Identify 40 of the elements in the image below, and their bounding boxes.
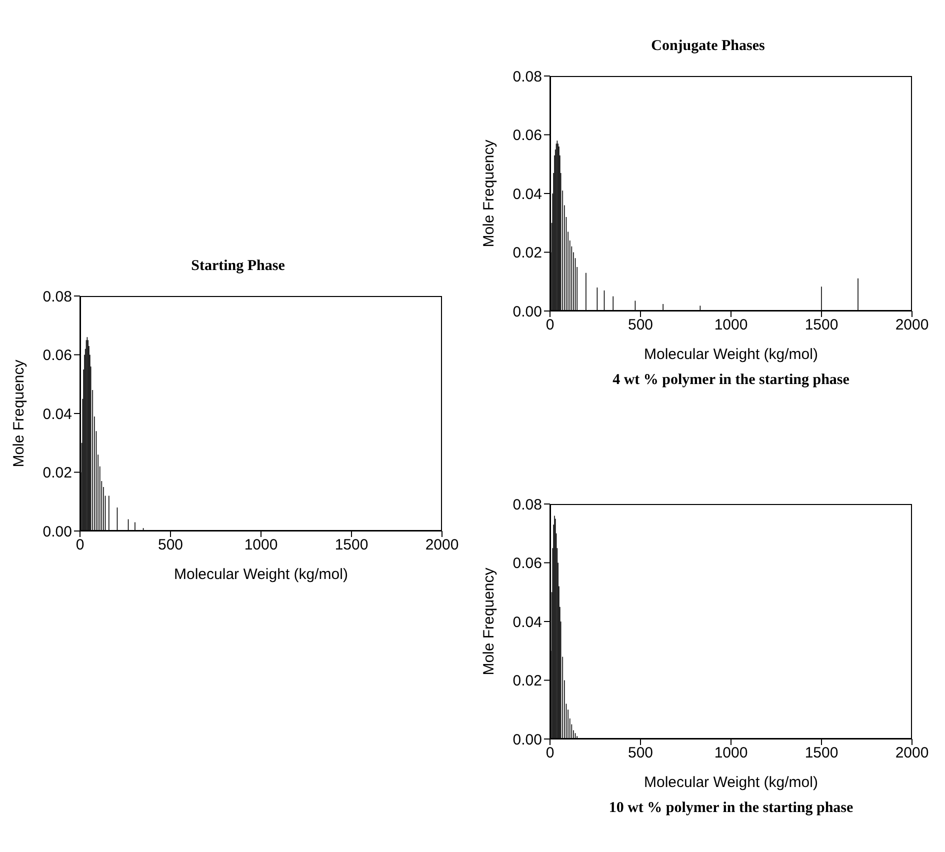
y-tick-label: 0.04 xyxy=(512,186,542,203)
y-axis-title: Mole Frequency xyxy=(480,567,498,676)
y-tick-label: 0.06 xyxy=(42,347,72,364)
x-tick-label: 2000 xyxy=(425,536,459,554)
y-tick-label: 0.00 xyxy=(512,303,542,320)
chart-title: Conjugate Phases xyxy=(651,38,765,54)
x-tick-label: 2000 xyxy=(895,316,929,334)
x-tick-label: 1500 xyxy=(804,744,838,762)
y-tick-label: 0.02 xyxy=(512,672,542,690)
x-axis-title: Molecular Weight (kg/mol) xyxy=(644,774,818,791)
x-tick-label: 0 xyxy=(546,316,554,334)
x-tick-label: 1000 xyxy=(244,536,278,554)
x-tick-label: 0 xyxy=(546,744,554,762)
y-tick-label: 0.00 xyxy=(42,523,72,540)
y-tick-label: 0.04 xyxy=(512,614,542,631)
x-tick-label: 0 xyxy=(76,536,84,554)
y-tick-label: 0.08 xyxy=(512,68,542,86)
y-tick-label: 0.06 xyxy=(512,555,542,572)
text: 10 wt % polymer in the starting phase xyxy=(608,800,854,817)
y-tick-label: 0.04 xyxy=(42,406,72,423)
x-tick-label: 500 xyxy=(158,536,184,554)
y-tick-label: 0.08 xyxy=(42,288,72,306)
x-tick-label: 1000 xyxy=(714,316,748,334)
y-axis-title: Mole Frequency xyxy=(480,139,498,248)
x-tick-label: 1500 xyxy=(334,536,368,554)
x-axis-title: Molecular Weight (kg/mol) xyxy=(174,566,348,583)
y-tick-label: 0.06 xyxy=(512,127,542,144)
y-tick-label: 0.08 xyxy=(512,496,542,514)
x-tick-label: 2000 xyxy=(895,744,929,762)
text: 4 wt % polymer in the starting phase xyxy=(612,372,850,389)
y-tick-label: 0.00 xyxy=(512,731,542,748)
x-tick-label: 500 xyxy=(628,744,654,762)
x-tick-label: 1500 xyxy=(804,316,838,334)
y-tick-label: 0.02 xyxy=(512,244,542,262)
y-axis-title: Mole Frequency xyxy=(10,359,28,468)
x-tick-label: 1000 xyxy=(714,744,748,762)
x-axis-title: Molecular Weight (kg/mol) xyxy=(644,346,818,363)
y-tick-label: 0.02 xyxy=(42,464,72,482)
x-tick-label: 500 xyxy=(628,316,654,334)
chart-title: Starting Phase xyxy=(191,258,285,274)
